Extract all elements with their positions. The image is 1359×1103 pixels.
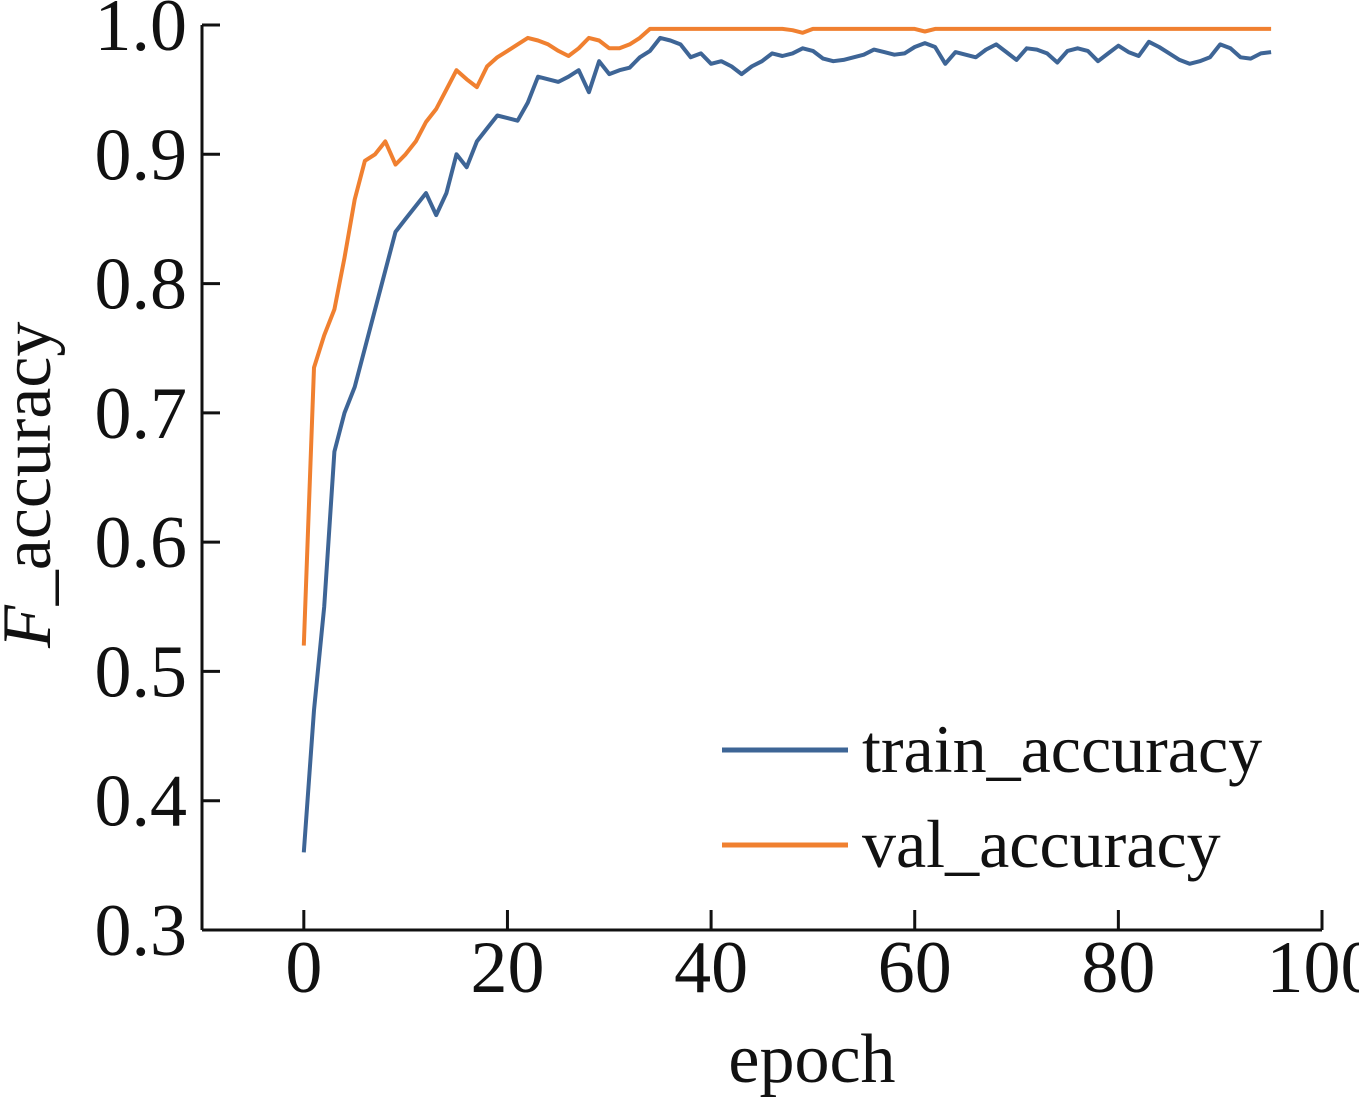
series-line-val-accuracy: [304, 29, 1271, 646]
y-tick-label: 1.0: [95, 0, 188, 67]
y-tick-label: 0.8: [95, 244, 188, 326]
y-axis-label: F_accuracy: [0, 322, 66, 649]
x-tick-label: 80: [1081, 927, 1155, 1009]
y-tick-label: 0.3: [95, 890, 188, 972]
y-tick-label: 0.5: [95, 631, 188, 713]
x-tick-label: 100: [1267, 927, 1359, 1009]
y-tick-label: 0.7: [95, 373, 188, 455]
x-tick-label: 60: [878, 927, 952, 1009]
legend-label-val-accuracy: val_accuracy: [862, 806, 1221, 882]
axes: [202, 25, 1322, 930]
legend: train_accuracy val_accuracy: [722, 711, 1262, 882]
y-tick-label: 0.4: [95, 761, 188, 843]
y-tick-label: 0.9: [95, 114, 188, 196]
x-tick-label: 0: [285, 927, 322, 1009]
y-axis-label-italic-part: F: [0, 604, 66, 649]
y-axis-label-rest: _accuracy: [0, 322, 66, 607]
x-axis-label: epoch: [728, 1021, 895, 1098]
x-tick-label: 20: [470, 927, 544, 1009]
legend-label-train-accuracy: train_accuracy: [862, 711, 1262, 787]
y-tick-label: 0.6: [95, 502, 188, 584]
x-tick-label: 40: [674, 927, 748, 1009]
